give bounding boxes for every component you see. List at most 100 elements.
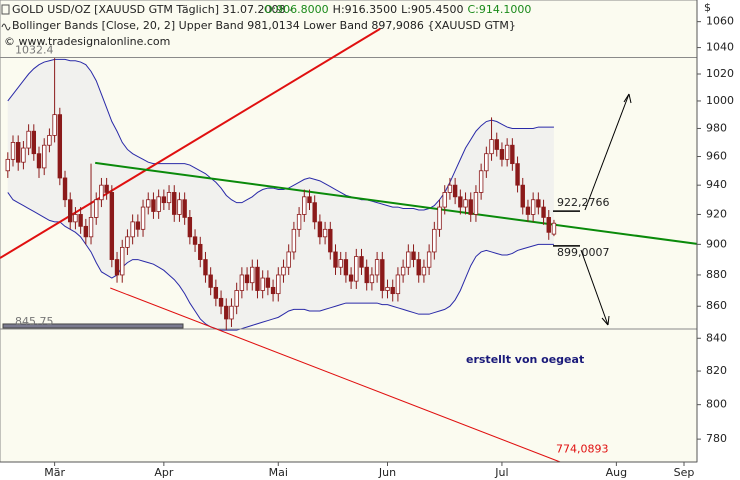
candle-body bbox=[36, 153, 42, 169]
candle-body bbox=[494, 139, 499, 150]
candle-body bbox=[78, 214, 83, 227]
candle-body bbox=[21, 147, 26, 163]
candle-body bbox=[489, 139, 494, 155]
candle-body bbox=[416, 259, 421, 276]
candle-body bbox=[151, 199, 156, 212]
candle-body bbox=[312, 202, 317, 223]
candle-body bbox=[504, 144, 510, 160]
candle-body bbox=[484, 153, 489, 172]
arrow-head bbox=[601, 315, 610, 326]
candle-body bbox=[255, 266, 260, 291]
candle-body bbox=[42, 144, 47, 169]
candle-body bbox=[5, 158, 11, 172]
candle-body bbox=[166, 192, 172, 204]
candle-body bbox=[452, 184, 458, 198]
candle-body bbox=[281, 266, 286, 276]
candle-body bbox=[177, 199, 182, 215]
candle-body bbox=[338, 259, 343, 268]
candle-body bbox=[437, 206, 442, 230]
arrow-head bbox=[623, 93, 632, 104]
candle-body bbox=[406, 251, 411, 268]
candle-body bbox=[26, 130, 31, 149]
candle-body bbox=[458, 196, 463, 208]
candle-body bbox=[307, 196, 312, 204]
quote-item: H:916.3500 bbox=[333, 3, 397, 16]
candle-body bbox=[359, 256, 364, 268]
level-box bbox=[2, 323, 184, 329]
x-tick-label: Apr bbox=[154, 466, 174, 479]
candle-body bbox=[120, 246, 125, 276]
candle-body bbox=[182, 199, 187, 218]
candle-body bbox=[229, 305, 234, 320]
y-tick-label: 1040 bbox=[706, 41, 734, 54]
candle-body bbox=[421, 266, 427, 276]
y-tick-label: 1020 bbox=[706, 67, 734, 80]
candle-body bbox=[499, 149, 505, 160]
quote: O:906.8000 H:916.3500 L:905.4500 C:914.1000 bbox=[264, 3, 531, 16]
quote-item: O:906.8000 bbox=[264, 3, 329, 16]
candle-body bbox=[234, 290, 239, 307]
candle-body bbox=[260, 277, 265, 291]
candle-body bbox=[296, 214, 302, 230]
candle-body bbox=[156, 196, 161, 212]
candle-body bbox=[73, 214, 78, 223]
price-label: 899,0007 bbox=[557, 246, 610, 259]
candle-body bbox=[10, 142, 16, 160]
candle-body bbox=[224, 305, 229, 320]
y-tick-label: 900 bbox=[706, 237, 727, 250]
candle-body bbox=[374, 259, 380, 276]
candle-body bbox=[94, 199, 99, 218]
y-tick-label: 940 bbox=[706, 178, 727, 191]
candle-body bbox=[322, 228, 328, 238]
arrow bbox=[580, 249, 609, 326]
candle-body bbox=[426, 251, 432, 268]
candle-body bbox=[520, 184, 525, 208]
bollinger-band bbox=[7, 192, 554, 331]
candle-body bbox=[208, 274, 213, 288]
candle-body bbox=[390, 286, 395, 295]
y-tick-label: 960 bbox=[706, 150, 727, 163]
candle-body bbox=[125, 236, 130, 248]
bollinger-band bbox=[7, 58, 554, 211]
candle-body bbox=[146, 199, 151, 208]
candle-body bbox=[473, 192, 479, 215]
candle-body bbox=[47, 135, 52, 146]
candle-body bbox=[31, 130, 37, 155]
candle-body bbox=[203, 259, 208, 276]
candle-body bbox=[536, 199, 541, 208]
candle-body bbox=[385, 286, 390, 291]
candle-body bbox=[411, 251, 416, 260]
candle-body bbox=[286, 251, 291, 268]
quote-item: C:914.1000 bbox=[467, 3, 531, 16]
icon bbox=[1, 23, 11, 31]
candle-body bbox=[447, 184, 453, 193]
y-tick-label: 800 bbox=[706, 398, 727, 411]
x-tick-label: Aug bbox=[606, 466, 627, 479]
icon bbox=[1, 4, 10, 15]
candle-body bbox=[192, 236, 198, 245]
candle-body bbox=[302, 196, 307, 215]
candle-body bbox=[400, 266, 406, 276]
candle-body bbox=[395, 274, 401, 295]
candle-body bbox=[442, 192, 447, 208]
candle-body bbox=[369, 274, 375, 284]
quote-item: L:905.4500 bbox=[401, 3, 463, 16]
candle-body bbox=[541, 206, 546, 218]
price-label: 774,0893 bbox=[556, 442, 609, 455]
annotation: erstellt von oegeat bbox=[466, 353, 584, 366]
y-tick-label: 780 bbox=[706, 432, 727, 445]
candle-body bbox=[239, 274, 245, 291]
trend-line bbox=[0, 27, 381, 259]
candle-body bbox=[104, 184, 109, 193]
candle-body bbox=[130, 221, 135, 238]
trend-line bbox=[95, 161, 698, 245]
y-tick-label: 980 bbox=[706, 121, 727, 134]
candle-body bbox=[380, 259, 385, 291]
candle-body bbox=[530, 199, 536, 215]
x-tick-label: Mär bbox=[44, 466, 65, 479]
x-tick-label: Jun bbox=[378, 466, 396, 479]
chart-title: GOLD USD/OZ [XAUUSD GTM Täglich] 31.07.2… bbox=[12, 3, 293, 16]
candle-body bbox=[62, 177, 68, 201]
candle-body bbox=[515, 163, 520, 186]
